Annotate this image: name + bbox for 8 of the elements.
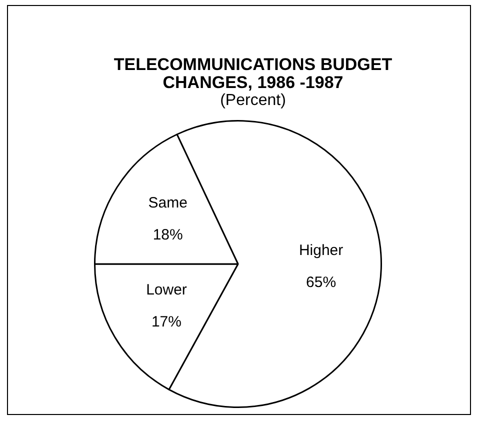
data-label: 65% (306, 274, 336, 291)
chart-subtitle: (Percent) (219, 92, 287, 110)
slice-label: Same (148, 194, 188, 212)
slice-label: Lower (146, 281, 187, 298)
data-label: 18% (152, 226, 183, 244)
chart-title: TELECOMMUNICATIONS BUDGET CHANGES, 1986 -1987 (112, 55, 394, 92)
slice-label: Higher (298, 242, 344, 259)
data-label: 17% (151, 313, 182, 330)
